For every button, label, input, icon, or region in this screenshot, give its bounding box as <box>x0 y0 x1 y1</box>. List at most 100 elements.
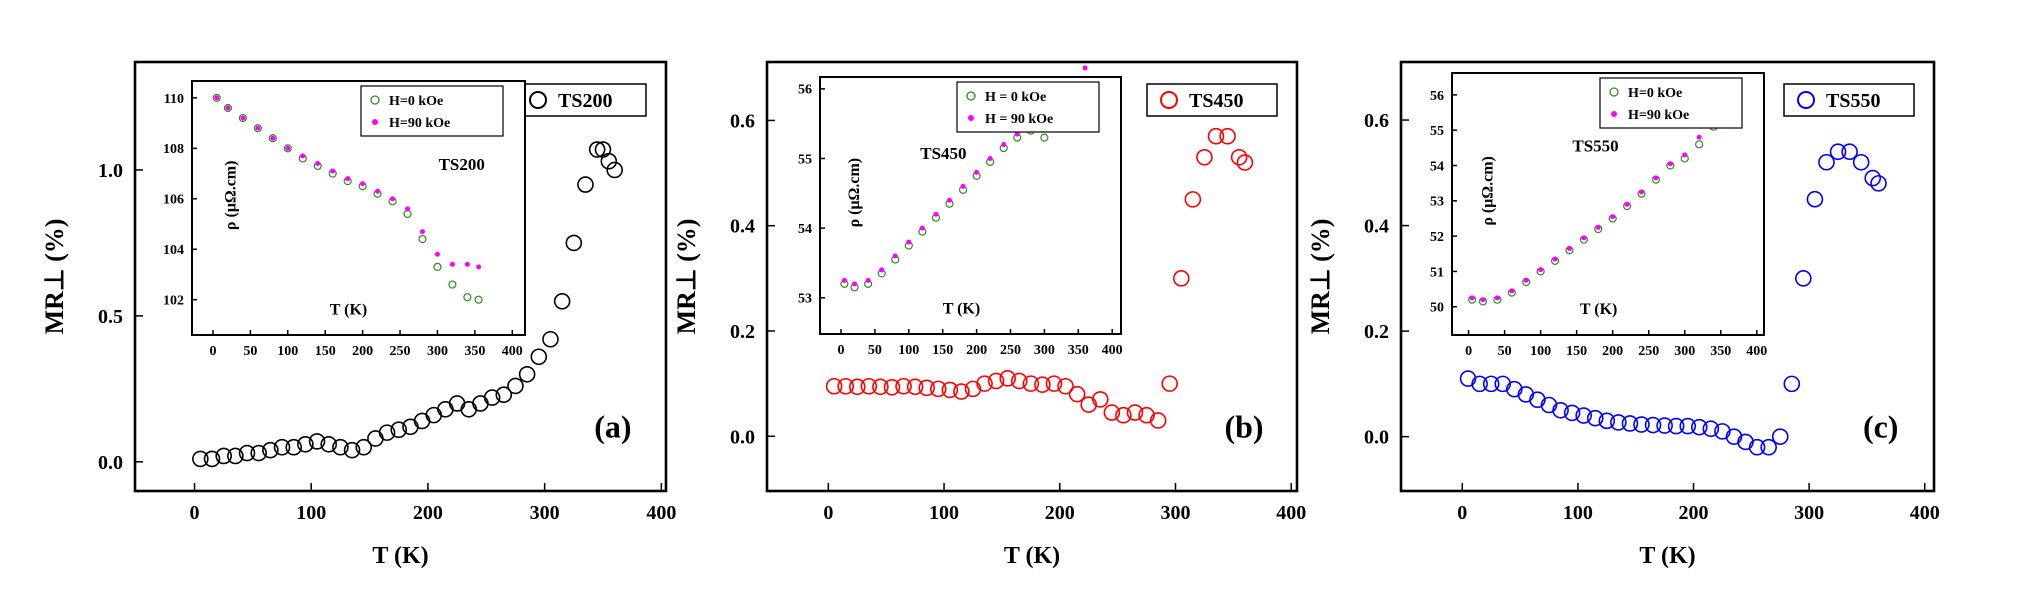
x-tick-label: 100 <box>277 344 298 359</box>
y-axis-title: MR⊥ (%) <box>1306 219 1335 335</box>
data-point <box>355 438 373 456</box>
y-tick-label: 50 <box>1430 301 1444 316</box>
data-point <box>1184 191 1202 208</box>
x-tick-label: 350 <box>1710 344 1731 359</box>
data-point <box>1841 143 1858 161</box>
data-point <box>588 141 606 158</box>
data-point <box>860 377 878 395</box>
data-point <box>418 235 427 244</box>
data-point <box>1161 375 1179 392</box>
data-point <box>483 389 501 406</box>
data-point <box>1207 127 1225 145</box>
data-point <box>250 444 268 462</box>
data-point <box>434 251 440 257</box>
data-point <box>1080 396 1098 413</box>
data-point <box>1783 375 1801 393</box>
data-point <box>1644 416 1662 434</box>
data-point <box>825 377 843 395</box>
y-tick-label: 0.0 <box>1364 427 1389 449</box>
y-tick-label: 0.0 <box>730 426 755 448</box>
data-point <box>941 381 959 399</box>
y-tick-label: 0.6 <box>1364 110 1389 132</box>
x-tick-label: 250 <box>1000 343 1021 358</box>
data-point <box>1103 404 1121 421</box>
data-point <box>405 206 411 212</box>
panel-label: (c) <box>1863 408 1899 444</box>
data-point <box>255 125 261 131</box>
data-point <box>1633 416 1650 433</box>
legend-marker <box>966 91 976 101</box>
x-tick-label: 250 <box>390 344 411 359</box>
data-point <box>1219 127 1236 145</box>
x-tick-label: 350 <box>1068 343 1089 358</box>
data-point <box>1695 140 1704 149</box>
data-point <box>1014 131 1020 137</box>
legend-label: TS550 <box>1826 90 1880 112</box>
data-point <box>1581 235 1587 241</box>
data-point <box>1575 407 1592 424</box>
data-point <box>906 239 912 245</box>
data-point <box>214 95 220 101</box>
x-tick-label: 300 <box>1794 502 1824 524</box>
x-tick-label: 100 <box>296 502 326 524</box>
x-tick-label: 400 <box>646 502 676 524</box>
inset-legend-box <box>1599 77 1743 129</box>
legend-marker <box>370 95 380 105</box>
data-point <box>1138 406 1155 424</box>
data-point <box>1771 428 1789 445</box>
data-point <box>1702 420 1720 438</box>
data-point <box>883 379 901 396</box>
x-tick-label: 150 <box>315 344 336 359</box>
x-tick-label: 0 <box>1457 502 1467 524</box>
inset-annotation: TS450 <box>920 144 966 163</box>
y-tick-label: 52 <box>1430 230 1444 245</box>
data-point <box>895 377 912 395</box>
legend-marker <box>1797 91 1815 109</box>
data-point <box>1230 148 1248 166</box>
data-point <box>390 421 408 439</box>
data-point <box>223 103 233 113</box>
data-point <box>1115 406 1132 424</box>
data-point <box>1471 375 1488 393</box>
x-tick-label: 150 <box>1566 344 1587 359</box>
data-point <box>606 161 623 179</box>
data-point <box>1040 133 1049 142</box>
data-point <box>1469 295 1475 301</box>
data-point <box>518 365 536 383</box>
y-tick-label: 0.0 <box>98 452 123 474</box>
data-point <box>1149 412 1167 429</box>
data-point <box>1610 414 1627 431</box>
x-tick-label: 200 <box>1679 502 1709 524</box>
data-point <box>330 168 336 174</box>
data-point <box>474 295 483 304</box>
x-tick-label: 0 <box>209 344 216 359</box>
data-point <box>1610 214 1616 220</box>
x-tick-label: 400 <box>502 344 523 359</box>
x-tick-label: 400 <box>1746 344 1767 359</box>
data-point <box>1001 142 1007 148</box>
data-point <box>865 277 871 283</box>
data-point <box>1621 415 1639 432</box>
data-point <box>1566 245 1572 251</box>
data-point <box>987 155 993 161</box>
data-point <box>892 253 898 259</box>
data-point <box>1829 143 1847 161</box>
data-point <box>449 261 455 267</box>
data-point <box>433 262 442 271</box>
data-point <box>976 375 993 392</box>
x-tick-label: 100 <box>1563 502 1593 524</box>
y-tick-label: 104 <box>163 243 184 258</box>
inset-y-title: ρ (μΩ.cm) <box>1480 156 1497 226</box>
inset-x-title: T (K) <box>1580 301 1617 318</box>
y-tick-label: 0.5 <box>98 306 123 328</box>
data-point <box>203 450 221 468</box>
data-point <box>872 378 889 396</box>
inset-y-title: ρ (μΩ.cm) <box>222 161 239 231</box>
data-point <box>215 447 232 465</box>
x-axis-title: T (K) <box>1004 543 1060 569</box>
legend-box <box>1146 83 1278 117</box>
legend-label: H = 90 kOe <box>985 112 1053 127</box>
legend-label: H=90 kOe <box>389 116 450 131</box>
data-point <box>1679 417 1697 435</box>
data-point <box>1852 153 1870 171</box>
